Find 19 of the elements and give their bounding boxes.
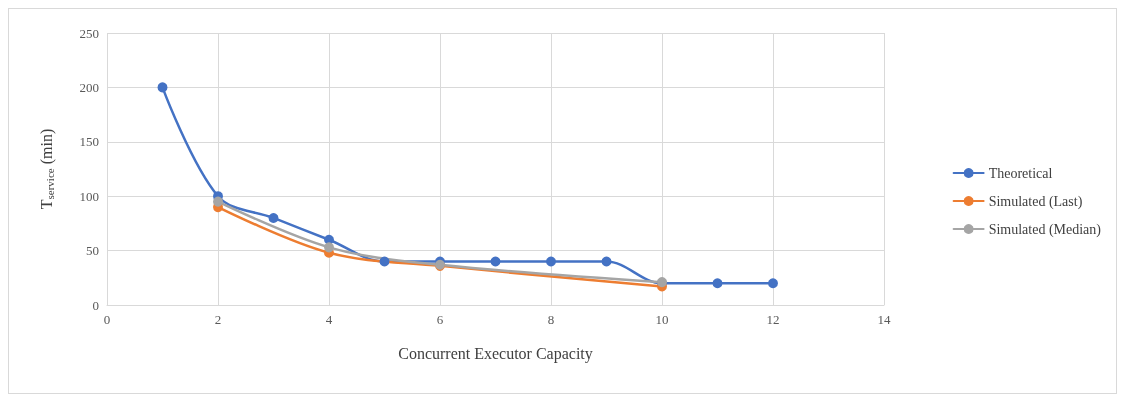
x-tick-label: 12 (766, 312, 780, 327)
x-tick-label: 6 (436, 312, 444, 327)
x-tick-label: 8 (547, 312, 555, 327)
y-tick-label: 100 (79, 188, 99, 204)
y-tick-label: 150 (79, 134, 99, 150)
y-tick-label: 0 (92, 297, 99, 313)
y-tick-label: 200 (79, 79, 99, 95)
x-tick-label: 2 (214, 312, 222, 327)
y-tick-label: 250 (79, 25, 99, 41)
legend-label: Simulated (Last) (988, 193, 1083, 210)
x-axis-title: Concurrent Executor Capacity (398, 344, 593, 363)
x-tick-label: 0 (103, 312, 111, 327)
y-tick-label: 50 (86, 243, 99, 259)
y-axis-title: Tservice (min) (38, 128, 56, 210)
legend-label: Simulated (Median) (988, 221, 1102, 238)
x-tick-label: 10 (655, 312, 669, 327)
x-tick-label: 14 (877, 312, 891, 327)
legend-label: Theoretical (988, 165, 1053, 181)
x-tick-label: 4 (325, 312, 333, 327)
